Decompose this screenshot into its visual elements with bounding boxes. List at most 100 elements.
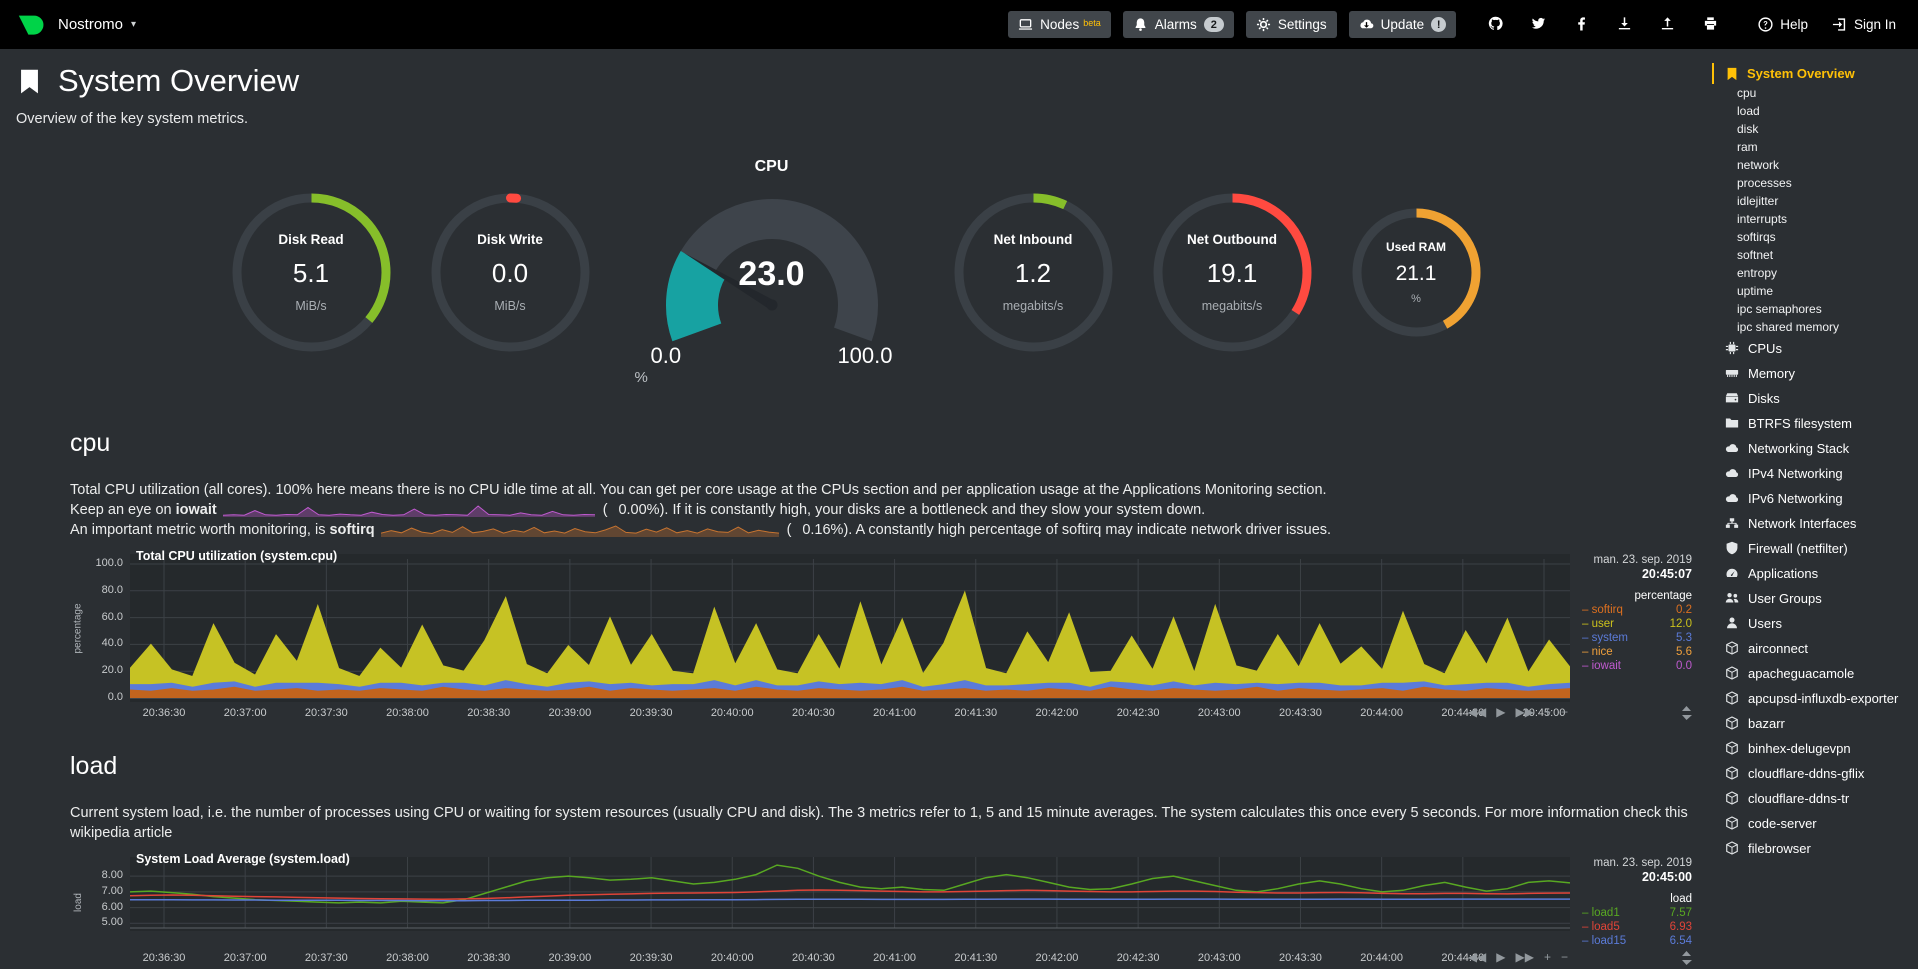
sidebar-subitem-cpu[interactable]: cpu	[1737, 86, 1757, 100]
sidebar-subitem-disk[interactable]: disk	[1737, 122, 1759, 136]
sidebar-item-code-server[interactable]: code-server	[1712, 811, 1918, 836]
x-tick-label: 20:41:30	[954, 952, 998, 964]
gauge-net-inbound[interactable]: Net Inbound 1.2 megabits/s	[951, 190, 1116, 355]
sidebar-item-cpus[interactable]: CPUs	[1712, 336, 1918, 361]
sidebar-subitem-uptime[interactable]: uptime	[1737, 284, 1774, 298]
chart-pan-forward-button[interactable]: ▶▶	[1515, 950, 1534, 964]
sidebar-item-cloudflare-ddns-gflix[interactable]: cloudflare-ddns-gflix	[1712, 761, 1918, 786]
chart-resize-handle[interactable]	[1570, 702, 1702, 724]
sidebar-item-cloudflare-ddns-tr[interactable]: cloudflare-ddns-tr	[1712, 786, 1918, 811]
sidebar-item-users[interactable]: Users	[1712, 611, 1918, 636]
chart-resize-handle[interactable]	[1570, 947, 1702, 969]
settings-button[interactable]: Settings	[1245, 11, 1337, 38]
facebook-button[interactable]	[1574, 16, 1591, 33]
twitter-icon	[1531, 16, 1546, 31]
gauge-unit: megabits/s	[1201, 298, 1263, 313]
sign-in-button[interactable]: Sign In	[1826, 16, 1902, 33]
shield-icon	[1725, 541, 1739, 555]
sidebar-subitem-entropy[interactable]: entropy	[1737, 266, 1778, 280]
node-selector[interactable]: Nostromo ▾	[58, 16, 136, 33]
sidebar-item-airconnect[interactable]: airconnect	[1712, 636, 1918, 661]
sidebar-item-system-overview[interactable]: System Overview	[1712, 63, 1918, 84]
nodes-button[interactable]: Nodes beta	[1008, 11, 1111, 38]
chart-toolbar: ◀◀ ▶ ▶▶ + −	[1468, 950, 1568, 964]
sidebar-subitem-ram[interactable]: ram	[1737, 140, 1758, 154]
import-snapshot-button[interactable]	[1660, 16, 1677, 33]
print-button[interactable]	[1703, 16, 1720, 33]
softirq-value: 0.16%	[802, 522, 844, 538]
x-tick-label: 20:38:30	[467, 707, 511, 719]
gauge-value: 5.1	[292, 257, 330, 288]
sidebar-item-apacheguacamole[interactable]: apacheguacamole	[1712, 661, 1918, 686]
legend-item-nice[interactable]: – nice 5.6	[1582, 646, 1692, 658]
gauge-net-outbound[interactable]: Net Outbound 19.1 megabits/s	[1150, 190, 1315, 355]
chart-plot-area[interactable]: System Load Average (system.load)	[130, 852, 1570, 931]
chart-zoom-in-button[interactable]: +	[1543, 705, 1551, 719]
y-tick-label: 100.0	[95, 557, 123, 569]
chart-zoom-in-button[interactable]: +	[1543, 950, 1551, 964]
cube-icon	[1725, 741, 1739, 755]
cloud-icon	[1725, 491, 1739, 505]
cpu-section: cpu Total CPU utilization (all cores). 1…	[0, 429, 1712, 724]
legend-item-system[interactable]: – system 5.3	[1582, 632, 1692, 644]
sidebar-item-network-interfaces[interactable]: Network Interfaces	[1712, 511, 1918, 536]
legend-item-user[interactable]: – user 12.0	[1582, 618, 1692, 630]
print-icon	[1703, 16, 1718, 31]
legend-item-softirq[interactable]: – softirq 0.2	[1582, 604, 1692, 616]
x-tick-label: 20:40:00	[710, 707, 754, 719]
twitter-button[interactable]	[1531, 16, 1548, 33]
legend-item-load1[interactable]: – load1 7.57	[1582, 907, 1692, 919]
sidebar-subitem-idlejitter[interactable]: idlejitter	[1737, 194, 1779, 208]
gauge-disk-read[interactable]: Disk Read 5.1 MiB/s	[229, 190, 394, 355]
export-snapshot-button[interactable]	[1617, 16, 1634, 33]
cloud-icon	[1725, 441, 1739, 455]
update-button[interactable]: Update !	[1348, 11, 1457, 38]
chart-zoom-out-button[interactable]: −	[1560, 705, 1568, 719]
laptop-icon	[1018, 17, 1033, 32]
legend-item-load15[interactable]: – load15 6.54	[1582, 935, 1692, 947]
alarms-button[interactable]: Alarms 2	[1122, 11, 1234, 38]
sidebar-subitem-interrupts[interactable]: interrupts	[1737, 212, 1788, 226]
iowait-value: 0.00%	[618, 502, 660, 518]
sidebar-item-filebrowser[interactable]: filebrowser	[1712, 836, 1918, 861]
sidebar-item-networking-stack[interactable]: Networking Stack	[1712, 436, 1918, 461]
cpu-gauge[interactable]: CPU 23.0 0.0 100.0 %	[627, 158, 917, 386]
chart-plot-area[interactable]: Total CPU utilization (system.cpu)	[130, 549, 1570, 702]
sidebar-item-ipv6-networking[interactable]: IPv6 Networking	[1712, 486, 1918, 511]
sidebar-subitem-softnet[interactable]: softnet	[1737, 248, 1774, 262]
sidebar-subitem-softirqs[interactable]: softirqs	[1737, 230, 1776, 244]
chart-pan-backward-button[interactable]: ◀◀	[1467, 705, 1487, 719]
chart-play-button[interactable]: ▶	[1496, 705, 1506, 719]
section-heading-cpu: cpu	[70, 429, 111, 457]
sidebar-item-apcupsd-influxdb-exporter[interactable]: apcupsd-influxdb-exporter	[1712, 686, 1918, 711]
sidebar-subitem-network[interactable]: network	[1737, 158, 1780, 172]
sidebar-item-firewall-netfilter[interactable]: Firewall (netfilter)	[1712, 536, 1918, 561]
github-button[interactable]	[1488, 16, 1505, 33]
legend-item-iowait[interactable]: – iowait 0.0	[1582, 660, 1692, 672]
help-button[interactable]: Help	[1752, 16, 1814, 33]
sidebar-item-memory[interactable]: Memory	[1712, 361, 1918, 386]
x-tick-label: 20:44:00	[1360, 707, 1404, 719]
sidebar-item-disks[interactable]: Disks	[1712, 386, 1918, 411]
chart-pan-forward-button[interactable]: ▶▶	[1515, 705, 1534, 719]
sidebar-subitem-load[interactable]: load	[1737, 104, 1760, 118]
sidebar-item-applications[interactable]: Applications	[1712, 561, 1918, 586]
sidebar-subitem-ipc-shared-memory[interactable]: ipc shared memory	[1737, 320, 1840, 334]
sidebar-item-user-groups[interactable]: User Groups	[1712, 586, 1918, 611]
iowait-sparkline	[222, 505, 595, 517]
sidebar-item-label: code-server	[1748, 816, 1817, 831]
gauge-used-ram[interactable]: Used RAM 21.1%	[1349, 205, 1484, 340]
sidebar-item-ipv4-networking[interactable]: IPv4 Networking	[1712, 461, 1918, 486]
chart-pan-backward-button[interactable]: ◀◀	[1467, 950, 1487, 964]
sidebar-item-btrfs-filesystem[interactable]: BTRFS filesystem	[1712, 411, 1918, 436]
sidebar-subitem-ipc-semaphores[interactable]: ipc semaphores	[1737, 302, 1822, 316]
sidebar-subitem-processes[interactable]: processes	[1737, 176, 1792, 190]
sidebar-item-bazarr[interactable]: bazarr	[1712, 711, 1918, 736]
chart-zoom-out-button[interactable]: −	[1560, 950, 1568, 964]
legend-item-load5[interactable]: – load5 6.93	[1582, 921, 1692, 933]
sidebar-item-binhex-delugevpn[interactable]: binhex-delugevpn	[1712, 736, 1918, 761]
chart-play-button[interactable]: ▶	[1496, 950, 1506, 964]
gauge-disk-write[interactable]: Disk Write 0.0 MiB/s	[428, 190, 593, 355]
softirq-sparkline	[380, 525, 779, 537]
y-axis-label: percentage	[72, 602, 84, 654]
